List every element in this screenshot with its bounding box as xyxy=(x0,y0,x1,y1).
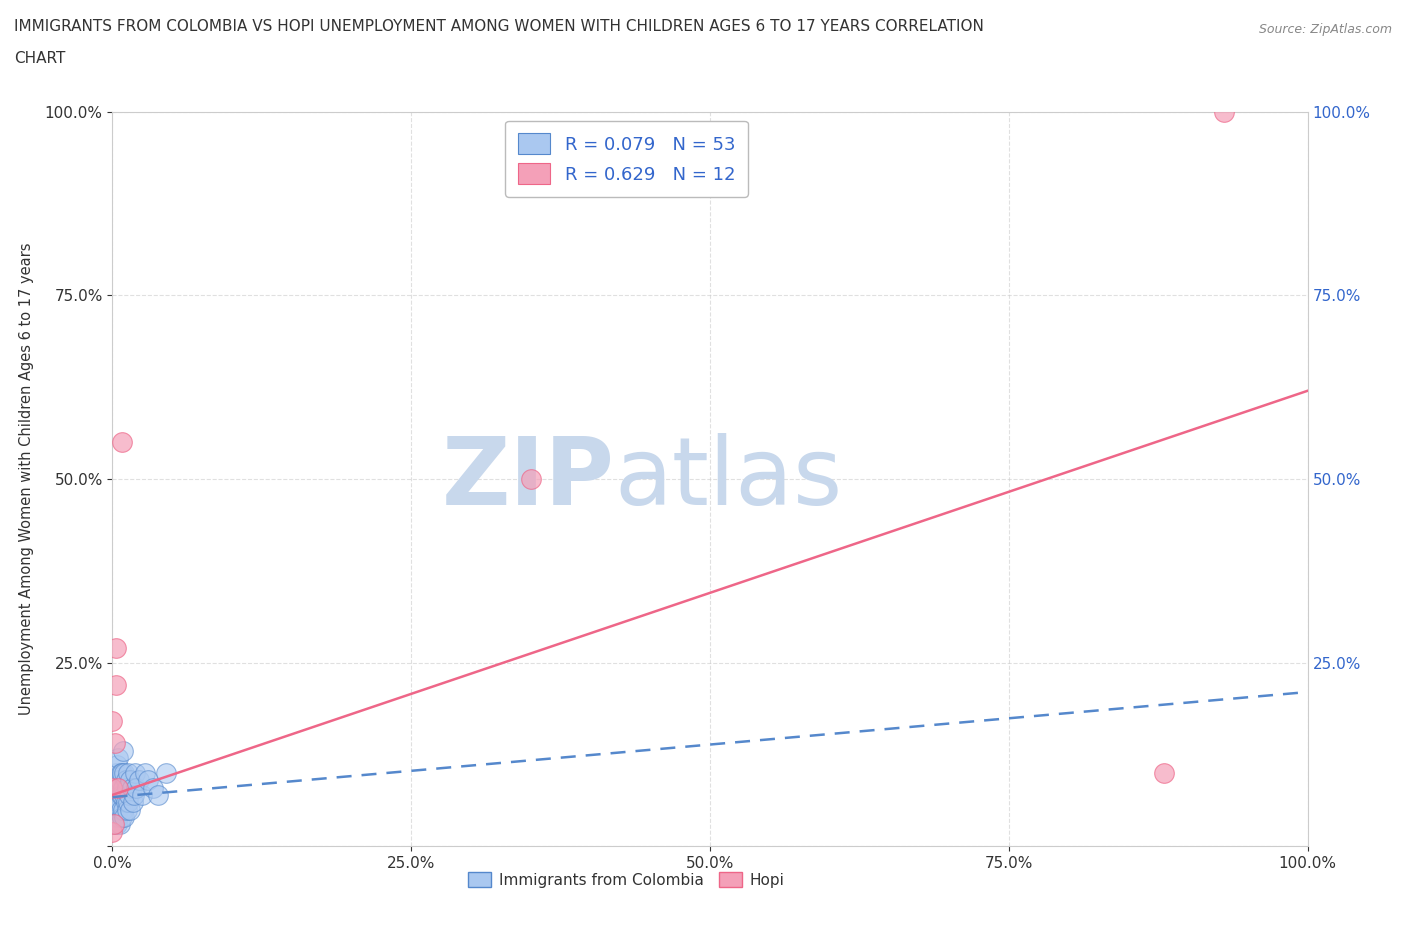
Point xyxy=(131,788,153,803)
Point xyxy=(114,773,136,788)
Point xyxy=(112,743,135,758)
Point xyxy=(112,802,135,817)
Point xyxy=(112,780,135,795)
Point xyxy=(124,765,146,780)
Point xyxy=(104,736,127,751)
Text: Source: ZipAtlas.com: Source: ZipAtlas.com xyxy=(1258,23,1392,36)
Point xyxy=(115,802,138,817)
Point xyxy=(122,788,145,803)
Point xyxy=(104,773,127,788)
Text: CHART: CHART xyxy=(14,51,66,66)
Point xyxy=(520,472,543,486)
Point xyxy=(115,780,138,795)
Point xyxy=(108,795,131,810)
Point xyxy=(114,795,136,810)
Point xyxy=(105,788,128,803)
Point xyxy=(105,809,128,824)
Text: atlas: atlas xyxy=(614,433,842,525)
Point xyxy=(103,802,125,817)
Point xyxy=(120,773,142,788)
Point xyxy=(138,773,160,788)
Point xyxy=(118,788,141,803)
Point xyxy=(103,780,125,795)
Point xyxy=(117,795,139,810)
Point xyxy=(107,809,129,824)
Point xyxy=(117,765,139,780)
Point xyxy=(103,817,125,831)
Point xyxy=(125,780,148,795)
Point xyxy=(105,802,128,817)
Point xyxy=(108,773,131,788)
Point xyxy=(114,788,135,803)
Point xyxy=(121,780,143,795)
Point xyxy=(155,765,177,780)
Point xyxy=(110,802,132,817)
Point xyxy=(101,714,124,729)
Point xyxy=(107,795,129,810)
Point xyxy=(108,817,131,831)
Point xyxy=(107,780,129,795)
Point xyxy=(121,795,143,810)
Point xyxy=(105,641,128,656)
Point xyxy=(110,788,132,803)
Text: ZIP: ZIP xyxy=(441,433,614,525)
Point xyxy=(105,765,128,780)
Point xyxy=(107,751,129,765)
Point xyxy=(104,817,127,831)
Point xyxy=(128,773,150,788)
Point xyxy=(1153,765,1175,780)
Legend: Immigrants from Colombia, Hopi: Immigrants from Colombia, Hopi xyxy=(463,866,790,894)
Point xyxy=(120,802,142,817)
Point xyxy=(111,809,134,824)
Text: IMMIGRANTS FROM COLOMBIA VS HOPI UNEMPLOYMENT AMONG WOMEN WITH CHILDREN AGES 6 T: IMMIGRANTS FROM COLOMBIA VS HOPI UNEMPLO… xyxy=(14,19,984,33)
Point xyxy=(105,758,128,773)
Point xyxy=(111,788,134,803)
Point xyxy=(105,780,128,795)
Point xyxy=(146,788,169,803)
Point xyxy=(1213,104,1236,119)
Y-axis label: Unemployment Among Women with Children Ages 6 to 17 years: Unemployment Among Women with Children A… xyxy=(18,243,34,715)
Point xyxy=(111,765,134,780)
Point xyxy=(114,765,135,780)
Point xyxy=(105,817,128,831)
Point xyxy=(107,773,129,788)
Point xyxy=(134,765,156,780)
Point xyxy=(101,780,124,795)
Point xyxy=(111,435,134,450)
Point xyxy=(142,780,165,795)
Point xyxy=(101,809,124,824)
Point xyxy=(105,677,128,692)
Point xyxy=(104,795,127,810)
Point xyxy=(114,809,135,824)
Point xyxy=(101,824,124,839)
Point xyxy=(110,765,132,780)
